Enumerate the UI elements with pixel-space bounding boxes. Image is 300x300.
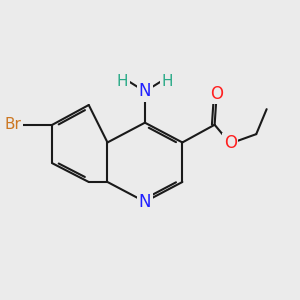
Text: N: N <box>139 82 151 100</box>
Text: Br: Br <box>4 117 21 132</box>
Text: N: N <box>139 193 151 211</box>
Text: H: H <box>162 74 173 88</box>
Text: H: H <box>117 74 128 88</box>
Text: O: O <box>224 134 237 152</box>
Text: O: O <box>210 85 223 103</box>
